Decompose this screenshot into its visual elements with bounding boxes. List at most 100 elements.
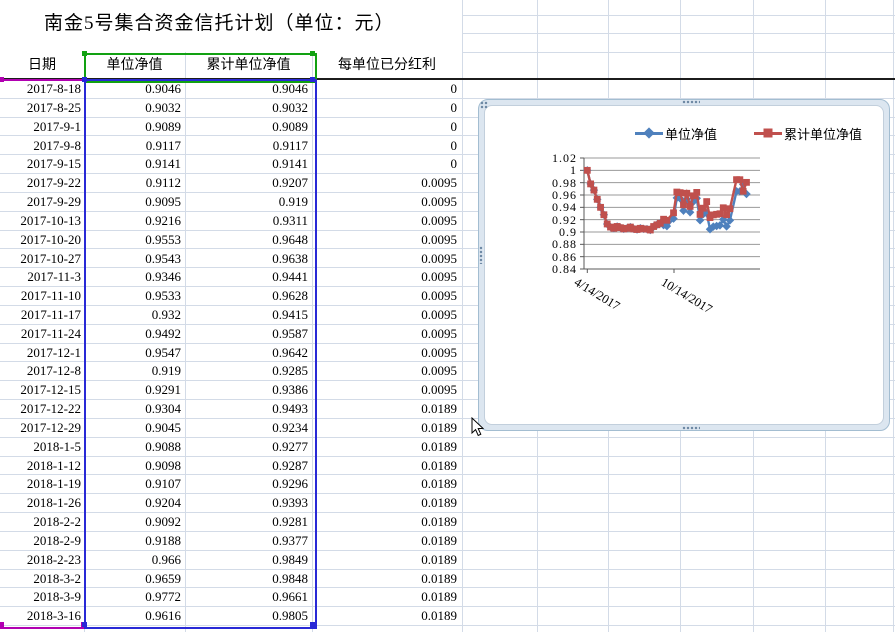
column-header-cum-nav[interactable]: 累计单位净值	[206, 58, 291, 73]
cell-cum-nav[interactable]: 0.9287	[272, 457, 308, 473]
cell-dividend[interactable]: 0.0189	[421, 514, 457, 530]
cell-nav[interactable]: 0.9107	[145, 476, 181, 492]
cell-nav[interactable]: 0.9291	[145, 382, 181, 398]
cell-cum-nav[interactable]: 0.9032	[272, 99, 308, 115]
cell-dividend[interactable]: 0.0189	[421, 570, 457, 586]
cell-dividend[interactable]: 0.0095	[421, 344, 457, 360]
cell-nav[interactable]: 0.9204	[145, 495, 181, 511]
cell-dividend[interactable]: 0.0189	[421, 495, 457, 511]
cell-dividend[interactable]: 0.0095	[421, 250, 457, 266]
cell-date[interactable]: 2017-11-17	[20, 307, 81, 322]
cell-dividend[interactable]: 0	[450, 137, 458, 153]
range-handle[interactable]	[82, 622, 87, 627]
column-header-nav[interactable]: 单位净值	[106, 58, 163, 73]
cell-dividend[interactable]: 0.0189	[421, 438, 457, 454]
column-header-date[interactable]: 日期	[28, 58, 56, 73]
cell-date[interactable]: 2017-9-22	[26, 175, 81, 191]
range-handle[interactable]	[82, 51, 87, 56]
cell-date[interactable]: 2017-11-3	[27, 269, 81, 285]
cell-date[interactable]: 2017-12-15	[20, 382, 81, 398]
range-handle[interactable]	[0, 622, 4, 627]
embedded-chart[interactable]: 单位净值 累计单位净值 1.02 1 0.98 0.96 0.94 0.92 0.9 0.88…	[478, 99, 890, 431]
cell-date[interactable]: 2018-2-23	[26, 551, 81, 567]
cell-nav[interactable]: 0.9141	[145, 156, 181, 172]
cell-cum-nav[interactable]: 0.9296	[272, 476, 308, 492]
cell-cum-nav[interactable]: 0.9386	[272, 382, 308, 398]
cell-nav[interactable]: 0.932	[151, 307, 181, 322]
cell-cum-nav[interactable]: 0.9661	[272, 589, 308, 605]
cell-date[interactable]: 2018-2-9	[33, 532, 81, 548]
cell-date[interactable]: 2017-10-20	[20, 231, 81, 247]
cell-nav[interactable]: 0.9032	[145, 99, 181, 115]
cell-cum-nav[interactable]: 0.9277	[272, 438, 308, 454]
cell-dividend[interactable]: 0.0095	[421, 307, 457, 322]
cell-cum-nav[interactable]: 0.9141	[272, 156, 308, 172]
cell-nav[interactable]: 0.9088	[145, 438, 181, 454]
cell-nav[interactable]: 0.9092	[145, 514, 181, 530]
cell-date[interactable]: 2017-9-1	[33, 118, 81, 134]
chart-area[interactable]: 单位净值 累计单位净值 1.02 1 0.98 0.96 0.94 0.92 0.9 0.88…	[484, 105, 884, 425]
cell-cum-nav[interactable]: 0.9441	[272, 269, 308, 285]
cell-dividend[interactable]: 0.0189	[421, 419, 457, 435]
cell-dividend[interactable]: 0.0095	[421, 382, 457, 398]
cell-dividend[interactable]: 0.0095	[421, 175, 457, 191]
chart-values-range-highlight[interactable]	[84, 79, 317, 629]
cell-date[interactable]: 2017-9-29	[26, 194, 81, 209]
cell-nav[interactable]: 0.9547	[145, 344, 181, 360]
range-handle[interactable]	[310, 51, 315, 56]
cell-date[interactable]: 2017-10-13	[20, 212, 81, 228]
cell-dividend[interactable]: 0.0095	[421, 269, 457, 285]
cell-date[interactable]: 2018-3-2	[33, 570, 81, 586]
cell-nav[interactable]: 0.9304	[145, 401, 181, 417]
range-handle[interactable]	[310, 622, 315, 627]
cell-date[interactable]: 2017-11-10	[20, 288, 81, 304]
cell-nav[interactable]: 0.9095	[145, 194, 181, 209]
cell-dividend[interactable]: 0	[450, 118, 458, 134]
cell-date[interactable]: 2017-8-25	[26, 99, 81, 115]
grip-handle[interactable]	[682, 100, 700, 104]
cell-date[interactable]: 2018-2-2	[33, 514, 81, 530]
cell-nav[interactable]: 0.966	[151, 551, 181, 567]
cell-nav[interactable]: 0.9188	[145, 532, 181, 548]
cell-cum-nav[interactable]: 0.9628	[272, 288, 308, 304]
cell-dividend[interactable]: 0.0095	[421, 363, 457, 379]
cell-nav[interactable]: 0.9659	[145, 570, 181, 586]
cell-cum-nav[interactable]: 0.9638	[272, 250, 308, 266]
cell-nav[interactable]: 0.9045	[145, 419, 181, 435]
cell-cum-nav[interactable]: 0.9642	[272, 344, 308, 360]
cell-nav[interactable]: 0.9553	[145, 231, 181, 247]
cell-nav[interactable]: 0.9098	[145, 457, 181, 473]
cell-cum-nav[interactable]: 0.9234	[272, 419, 308, 435]
range-handle[interactable]	[0, 77, 4, 82]
cell-cum-nav[interactable]: 0.9587	[272, 325, 308, 341]
cell-dividend[interactable]: 0.0189	[421, 589, 457, 605]
cell-cum-nav[interactable]: 0.9285	[272, 363, 308, 379]
cell-dividend[interactable]: 0.0189	[421, 551, 457, 567]
cell-date[interactable]: 2017-12-8	[26, 363, 81, 379]
cell-cum-nav[interactable]: 0.9849	[272, 551, 308, 567]
cell-dividend[interactable]: 0	[450, 81, 458, 96]
cell-cum-nav[interactable]: 0.9207	[272, 175, 308, 191]
cell-dividend[interactable]: 0	[450, 99, 458, 115]
cell-date[interactable]: 2017-12-29	[20, 419, 81, 435]
range-handle[interactable]	[82, 77, 87, 82]
cell-dividend[interactable]: 0.0095	[421, 194, 457, 209]
cell-date[interactable]: 2017-11-24	[20, 325, 81, 341]
cell-dividend[interactable]: 0.0095	[421, 231, 457, 247]
cell-nav[interactable]: 0.9616	[145, 608, 181, 624]
cell-cum-nav[interactable]: 0.919	[278, 194, 308, 209]
cell-dividend[interactable]: 0.0095	[421, 325, 457, 341]
cell-nav[interactable]: 0.9089	[145, 118, 181, 134]
cell-date[interactable]: 2017-12-1	[26, 344, 81, 360]
legend-item-cum-nav[interactable]: 累计单位净值	[754, 126, 862, 142]
grip-handle[interactable]	[479, 246, 483, 264]
cell-date[interactable]: 2017-8-18	[26, 81, 81, 96]
cell-dividend[interactable]: 0.0189	[421, 476, 457, 492]
cell-dividend[interactable]: 0	[450, 156, 458, 172]
cell-dividend[interactable]: 0.0095	[421, 212, 457, 228]
cell-dividend[interactable]: 0.0189	[421, 608, 457, 624]
cell-nav[interactable]: 0.919	[151, 363, 181, 379]
cell-nav[interactable]: 0.9772	[145, 589, 181, 605]
cell-date[interactable]: 2018-1-5	[33, 438, 81, 454]
cell-nav[interactable]: 0.9492	[145, 325, 181, 341]
